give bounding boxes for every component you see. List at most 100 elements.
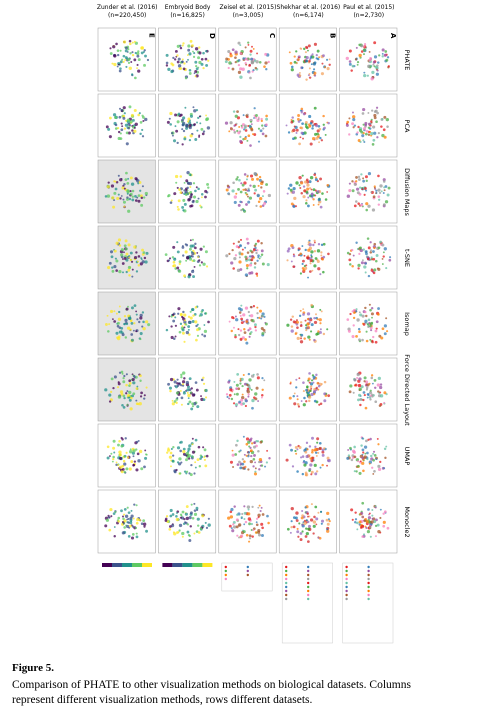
scatter-dot [205,49,208,53]
scatter-dot [247,395,250,398]
scatter-dot [123,323,126,326]
scatter-dot [242,402,246,405]
scatter-dot [173,337,176,341]
scatter-dot [321,192,324,195]
scatter-dot [367,126,371,129]
scatter-dot [246,139,249,142]
scatter-dot [117,317,122,321]
scatter-dot [375,120,378,124]
scatter-dot [185,123,189,128]
scatter-dot [354,518,358,521]
scatter-dot [183,340,186,343]
scatter-dot [202,382,206,385]
scatter-dot [110,515,113,518]
scatter-dot [241,462,245,466]
colorbar [142,563,152,567]
scatter-dot [252,48,255,50]
scatter-dot [111,62,114,65]
scatter-dot [310,387,313,390]
scatter-dot [226,184,230,188]
scatter-dot [367,122,371,126]
scatter-dot [299,119,302,122]
scatter-dot [142,320,145,324]
scatter-dot [141,128,144,132]
scatter-dot [381,52,384,55]
scatter-dot [237,333,241,337]
scatter-dot [237,328,240,331]
panel [97,423,156,488]
scatter-dot [207,517,210,520]
scatter-dot [177,112,181,116]
scatter-dot [250,454,253,458]
scatter-dot [322,332,326,336]
scatter-dot [181,44,184,47]
scatter-dot [300,400,303,402]
scatter-dot [322,270,325,274]
scatter-dot [291,65,294,69]
scatter-dot [129,258,133,262]
scatter-dot [301,509,304,513]
scatter-dot [243,382,247,386]
scatter-dot [246,512,251,516]
scatter-dot [319,322,322,325]
legend-swatch [367,577,370,581]
scatter-dot [237,41,241,45]
scatter-dot [354,383,358,387]
scatter-dot [355,180,358,183]
legend-swatch [285,565,288,569]
scatter-dot [327,252,330,256]
scatter-dot [313,515,316,519]
scatter-dot [139,374,142,378]
scatter-dot [320,254,323,257]
scatter-dot [316,259,320,264]
scatter-dot [286,192,289,195]
scatter-dot [369,437,372,441]
scatter-dot [117,443,120,447]
legend-swatch [285,589,288,593]
scatter-dot [357,327,361,331]
scatter-dot [265,123,268,127]
scatter-dot [112,439,116,443]
scatter-dot [180,375,183,379]
scatter-dot [370,312,374,316]
scatter-dot [179,313,183,317]
scatter-dot [371,509,374,511]
scatter-dot [187,48,191,52]
scatter-dot [255,204,258,207]
scatter-dot [233,200,237,204]
scatter-dot [240,377,244,381]
scatter-dot [200,62,204,66]
scatter-dot [137,113,140,117]
row-label: Diffusion Maps [403,168,411,216]
scatter-dot [202,130,206,133]
scatter-dot [170,70,174,74]
scatter-dot [196,328,199,332]
scatter-dot [316,437,320,441]
scatter-dot [123,182,126,186]
scatter-dot [177,269,182,273]
scatter-dot [234,453,238,456]
scatter-dot [202,262,206,266]
scatter-dot [256,376,260,380]
scatter-dot [260,533,264,537]
scatter-dot [235,387,238,390]
scatter-dot [127,126,131,130]
scatter-dot [380,190,383,193]
scatter-dot [371,514,374,517]
scatter-dot [293,125,296,128]
scatter-dot [294,449,297,453]
scatter-dot [167,447,170,450]
scatter-dot [328,520,331,523]
scatter-dot [320,510,323,513]
legend-swatch [345,597,348,601]
scatter-dot [114,123,118,127]
scatter-dot [364,452,367,455]
scatter-dot [327,121,330,125]
scatter-dot [306,317,310,321]
scatter-dot [256,52,259,55]
scatter-dot [230,397,234,401]
scatter-dot [351,64,355,68]
scatter-dot [189,316,193,320]
scatter-dot [182,67,186,71]
scatter-dot [370,376,374,380]
